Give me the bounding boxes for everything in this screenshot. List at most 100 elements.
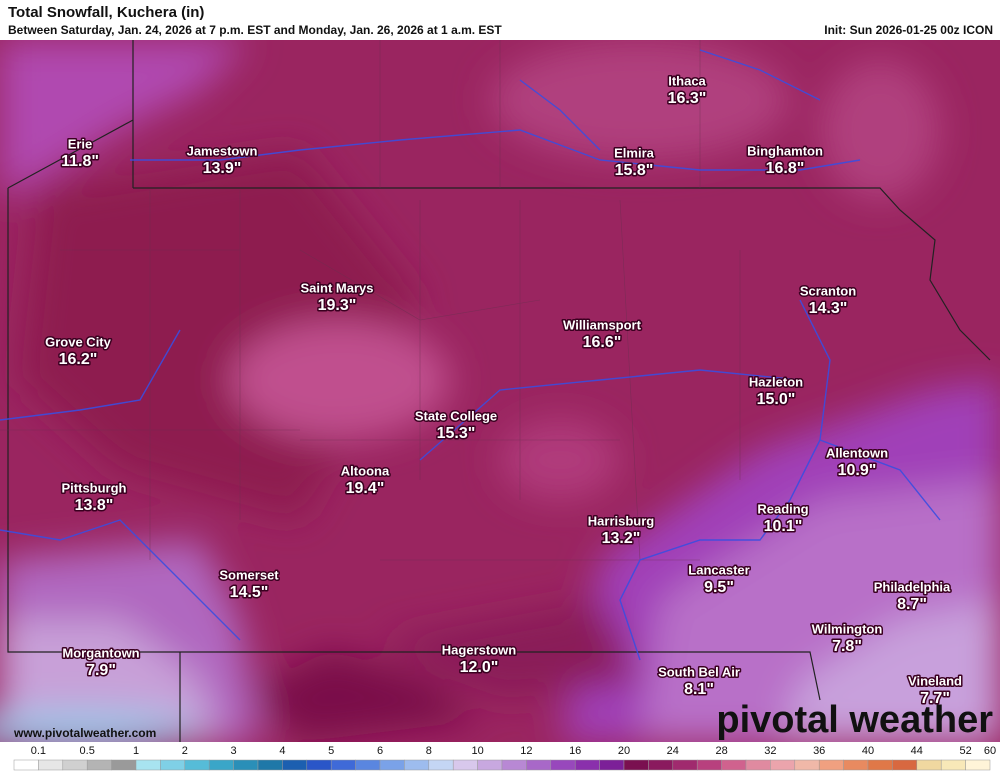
legend-tick-label: 32: [764, 745, 776, 757]
legend-tick-label: 0.1: [31, 745, 46, 757]
legend-swatch: [330, 759, 356, 771]
legend-tick-label: 4: [279, 745, 285, 757]
legend-swatch: [160, 759, 186, 771]
city-snowfall: 9.5": [704, 579, 734, 596]
legend-swatch: [843, 759, 869, 771]
city-name: South Bel Air: [658, 664, 740, 679]
city-snowfall: 11.8": [61, 153, 99, 170]
legend-swatch: [86, 759, 112, 771]
city-snowfall: 14.5": [230, 584, 269, 601]
city-snowfall: 14.3": [809, 300, 848, 317]
snowfall-map: [0, 40, 1000, 742]
city-snowfall: 7.7": [920, 690, 950, 707]
city-name: State College: [415, 408, 497, 423]
legend-tick-label: 16: [569, 745, 581, 757]
city-snowfall: 8.7": [897, 596, 927, 613]
website-url: www.pivotalweather.com: [13, 726, 156, 740]
city-snowfall: 15.0": [757, 391, 796, 408]
legend-swatch: [794, 759, 820, 771]
legend-swatch: [867, 759, 893, 771]
legend-swatch: [745, 759, 771, 771]
legend-tick-label: 5: [328, 745, 334, 757]
city-name: Saint Marys: [301, 280, 374, 295]
city-name: Somerset: [219, 567, 279, 582]
city-name: Hazleton: [749, 374, 803, 389]
legend-swatch: [306, 759, 332, 771]
legend-swatch: [282, 759, 308, 771]
legend-swatch: [379, 759, 405, 771]
city-name: Elmira: [614, 145, 655, 160]
city-name: Hagerstown: [442, 642, 516, 657]
legend-swatch: [38, 759, 64, 771]
city-snowfall: 16.3": [668, 90, 707, 107]
city-name: Grove City: [45, 334, 112, 349]
legend-swatch: [770, 759, 796, 771]
legend-swatch: [233, 759, 259, 771]
city-name: Pittsburgh: [62, 480, 127, 495]
legend-tick-label: 12: [520, 745, 532, 757]
legend-swatch: [208, 759, 234, 771]
legend-tick-label: 60: [984, 745, 996, 757]
city-name: Altoona: [341, 463, 390, 478]
legend-swatch: [965, 759, 991, 771]
city-snowfall: 16.8": [766, 160, 805, 177]
city-name: Ithaca: [668, 73, 706, 88]
legend-tick-label: 2: [182, 745, 188, 757]
city-snowfall: 19.4": [346, 480, 385, 497]
legend-swatch: [428, 759, 454, 771]
legend-swatch: [184, 759, 210, 771]
legend-tick-label: 24: [667, 745, 679, 757]
legend-swatch: [550, 759, 576, 771]
legend-swatch: [916, 759, 942, 771]
legend-swatch: [62, 759, 88, 771]
city-snowfall: 10.1": [764, 518, 803, 535]
brand-watermark: pivotal weather: [716, 699, 993, 741]
city-name: Binghamton: [747, 143, 823, 158]
legend: 0.1 0.5 1 2 3 4 5 6 8 10 12 16 20 24 28 32 36 40 44 52 60: [0, 742, 1000, 772]
legend-swatch: [477, 759, 503, 771]
city-snowfall: 7.9": [86, 662, 116, 679]
city-snowfall: 19.3": [318, 297, 357, 314]
legend-swatch: [13, 759, 39, 771]
city-snowfall: 13.8": [75, 497, 114, 514]
city-name: Allentown: [826, 445, 888, 460]
legend-tick-label: 36: [813, 745, 825, 757]
legend-swatch: [574, 759, 600, 771]
legend-swatch: [452, 759, 478, 771]
legend-swatch: [135, 759, 161, 771]
city-snowfall: 16.2": [59, 351, 98, 368]
legend-tick-label: 52: [959, 745, 971, 757]
legend-swatch: [501, 759, 527, 771]
city-labels: Erie 11.8" Jamestown 13.9" Ithaca 16.3" Elmira…: [44, 72, 964, 709]
city-snowfall: 13.2": [602, 530, 641, 547]
city-name: Scranton: [800, 283, 856, 298]
legend-swatch: [892, 759, 918, 771]
legend-tick-label: 40: [862, 745, 874, 757]
city-snowfall: 16.6": [583, 334, 622, 351]
legend-swatch: [696, 759, 722, 771]
legend-swatch: [599, 759, 625, 771]
city-snowfall: 15.3": [437, 425, 476, 442]
city-name: Harrisburg: [588, 513, 655, 528]
legend-tick-label: 0.5: [80, 745, 95, 757]
legend-tick-label: 28: [715, 745, 727, 757]
legend-swatch: [623, 759, 649, 771]
init-time: Init: Sun 2026-01-25 00z ICON: [824, 23, 993, 37]
legend-swatch: [355, 759, 381, 771]
legend-swatch: [404, 759, 430, 771]
city-name: Jamestown: [187, 143, 258, 158]
city-snowfall: 12.0": [460, 659, 499, 676]
title: Total Snowfall, Kuchera (in): [8, 4, 204, 21]
city-snowfall: 15.8": [615, 162, 654, 179]
city-name: Philadelphia: [874, 579, 951, 594]
legend-swatch: [526, 759, 552, 771]
legend-swatch: [111, 759, 137, 771]
legend-swatch: [672, 759, 698, 771]
legend-swatch: [940, 759, 966, 771]
legend-tick-label: 3: [231, 745, 237, 757]
legend-tick-label: 20: [618, 745, 630, 757]
legend-swatch: [818, 759, 844, 771]
city-name: Williamsport: [563, 317, 642, 332]
subtitle: Between Saturday, Jan. 24, 2026 at 7 p.m…: [8, 23, 502, 37]
